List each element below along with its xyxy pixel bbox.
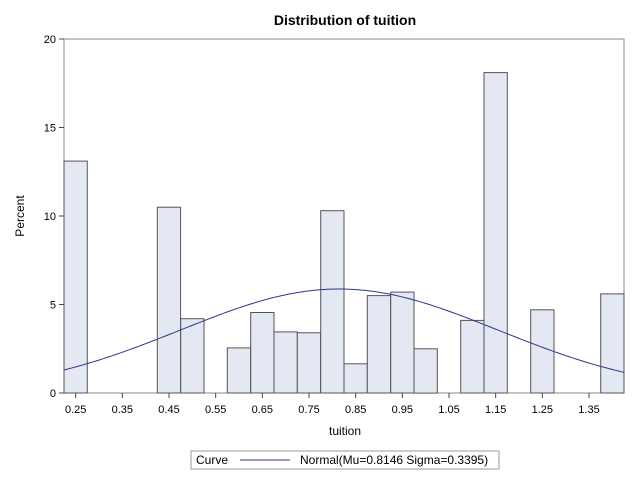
x-tick-label: 1.15: [485, 404, 506, 416]
x-axis: 0.25 0.35 0.45 0.55 0.65 0.75 0.85 0.95 1.05 1.15…: [65, 393, 600, 416]
chart-title: Distribution of tuition: [274, 12, 416, 28]
histogram-bar: [600, 293, 625, 394]
histogram-bar: [483, 72, 508, 394]
histogram-bar: [530, 309, 555, 394]
x-tick-label: 0.65: [252, 404, 273, 416]
y-tick-label: 5: [50, 300, 56, 312]
x-tick-label: 0.85: [345, 404, 366, 416]
x-tick-label: 0.25: [65, 404, 86, 416]
normal-curve: [63, 288, 625, 373]
histogram-bar: [63, 160, 88, 394]
histogram-bar: [320, 210, 345, 394]
y-axis-label: Percent: [13, 195, 27, 237]
y-tick-label: 15: [44, 123, 56, 135]
x-tick-label: 1.05: [438, 404, 459, 416]
legend-title: Curve: [196, 453, 228, 467]
histogram-bar: [343, 363, 368, 394]
x-axis-label: tuition: [329, 424, 361, 438]
y-tick-label: 20: [44, 34, 56, 46]
y-tick-label: 10: [44, 211, 56, 223]
histogram-bar: [250, 312, 275, 394]
x-tick-label: 0.55: [205, 404, 226, 416]
histogram-bar: [460, 319, 485, 394]
histogram-bar: [296, 332, 322, 394]
histogram-bar: [180, 318, 205, 394]
legend: Curve Normal(Mu=0.8146 Sigma=0.3395): [190, 450, 500, 470]
histogram-bar: [156, 206, 182, 394]
x-tick-label: 0.75: [298, 404, 319, 416]
histogram-bar: [226, 347, 252, 394]
histogram-bar: [366, 295, 392, 394]
x-tick-label: 0.95: [392, 404, 413, 416]
legend-entry: Normal(Mu=0.8146 Sigma=0.3395): [300, 453, 488, 467]
bars-group: [63, 72, 625, 394]
x-tick-label: 1.35: [578, 404, 599, 416]
histogram-bar: [273, 331, 298, 394]
x-tick-label: 0.45: [158, 404, 179, 416]
histogram-bar: [413, 348, 438, 394]
y-tick-label: 0: [50, 388, 56, 400]
legend-box: [190, 450, 500, 470]
x-tick-label: 1.25: [532, 404, 553, 416]
histogram-bar: [390, 291, 415, 394]
x-tick-label: 0.35: [112, 404, 133, 416]
y-axis: 0 5 10 15 20: [44, 34, 64, 400]
